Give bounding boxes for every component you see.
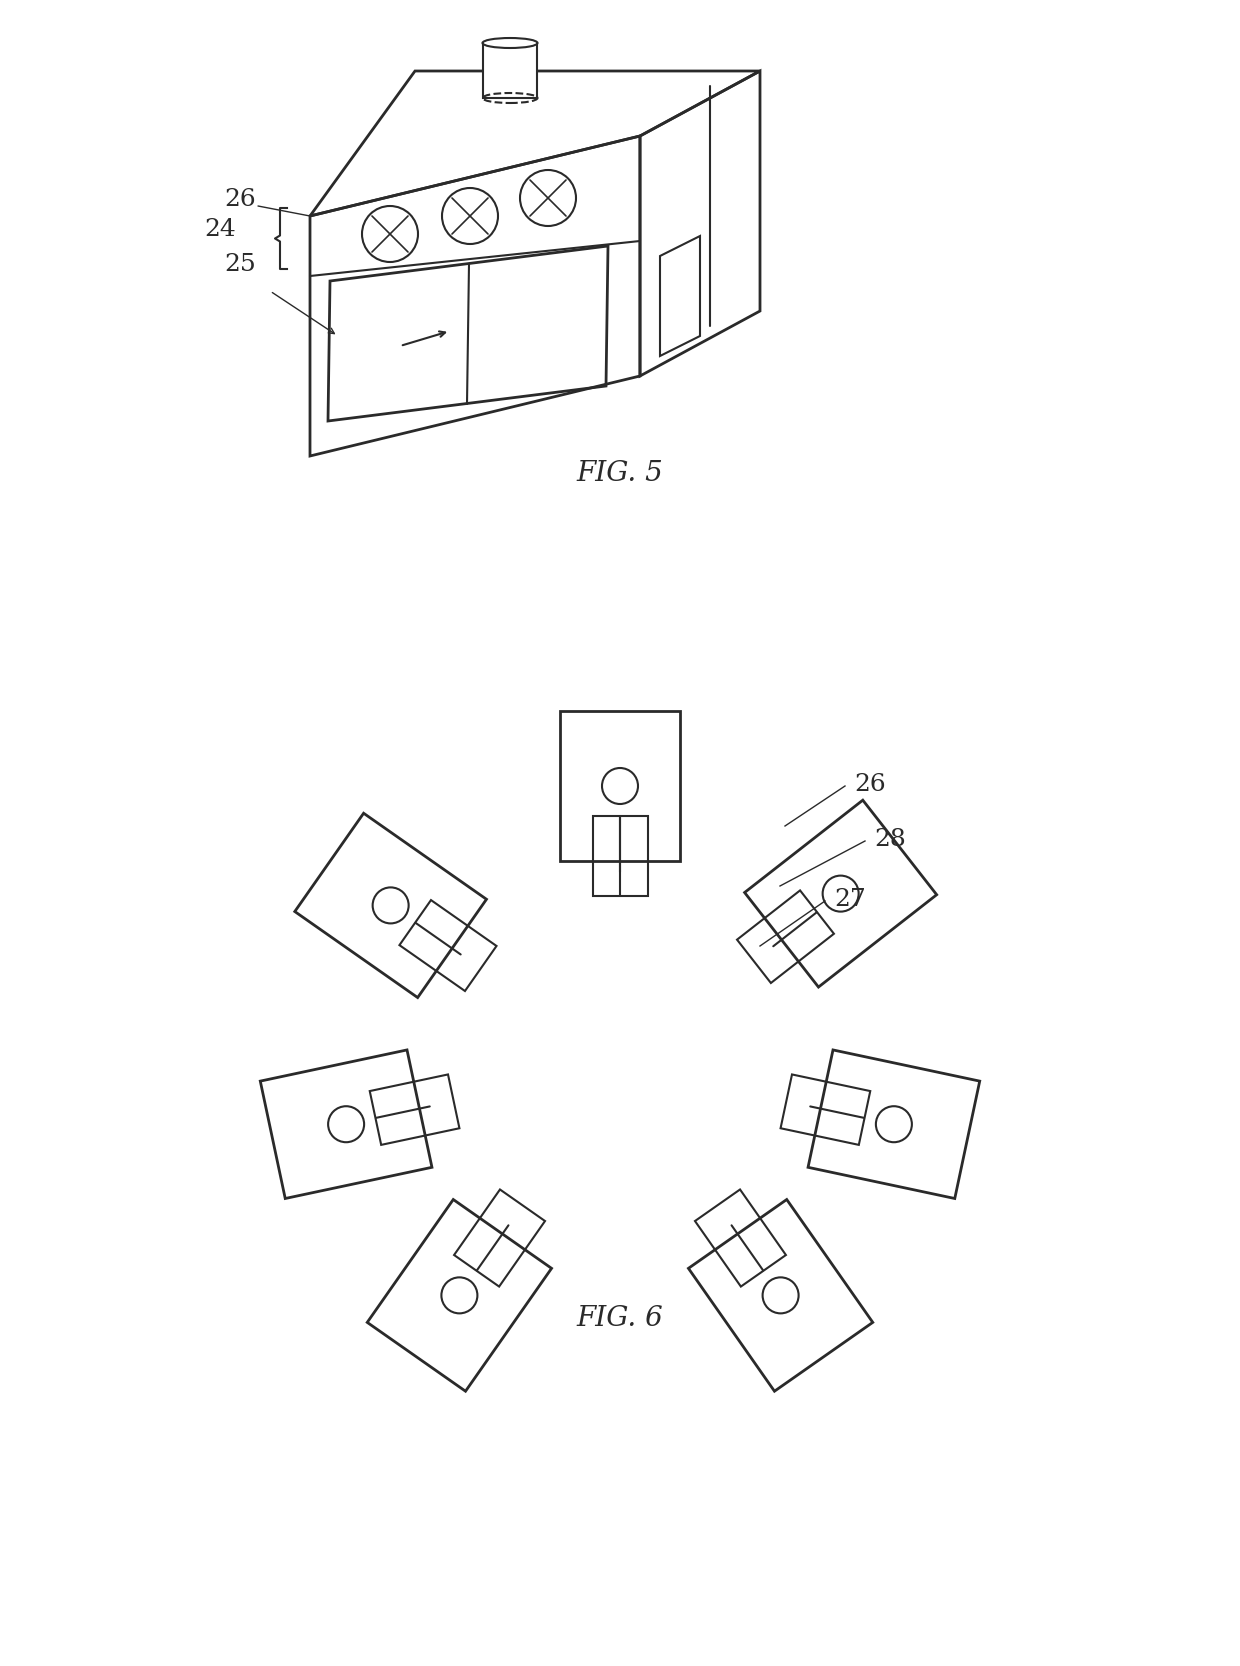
- Text: 28: 28: [874, 828, 906, 851]
- Polygon shape: [660, 237, 701, 357]
- Text: FIG. 5: FIG. 5: [577, 460, 663, 486]
- Text: FIG. 6: FIG. 6: [577, 1304, 663, 1333]
- Text: 27: 27: [835, 888, 866, 911]
- Text: 26: 26: [224, 188, 255, 212]
- Text: 24: 24: [205, 218, 236, 242]
- Ellipse shape: [482, 38, 537, 48]
- Polygon shape: [484, 43, 537, 98]
- Text: 26: 26: [854, 773, 885, 796]
- Text: 25: 25: [224, 253, 255, 277]
